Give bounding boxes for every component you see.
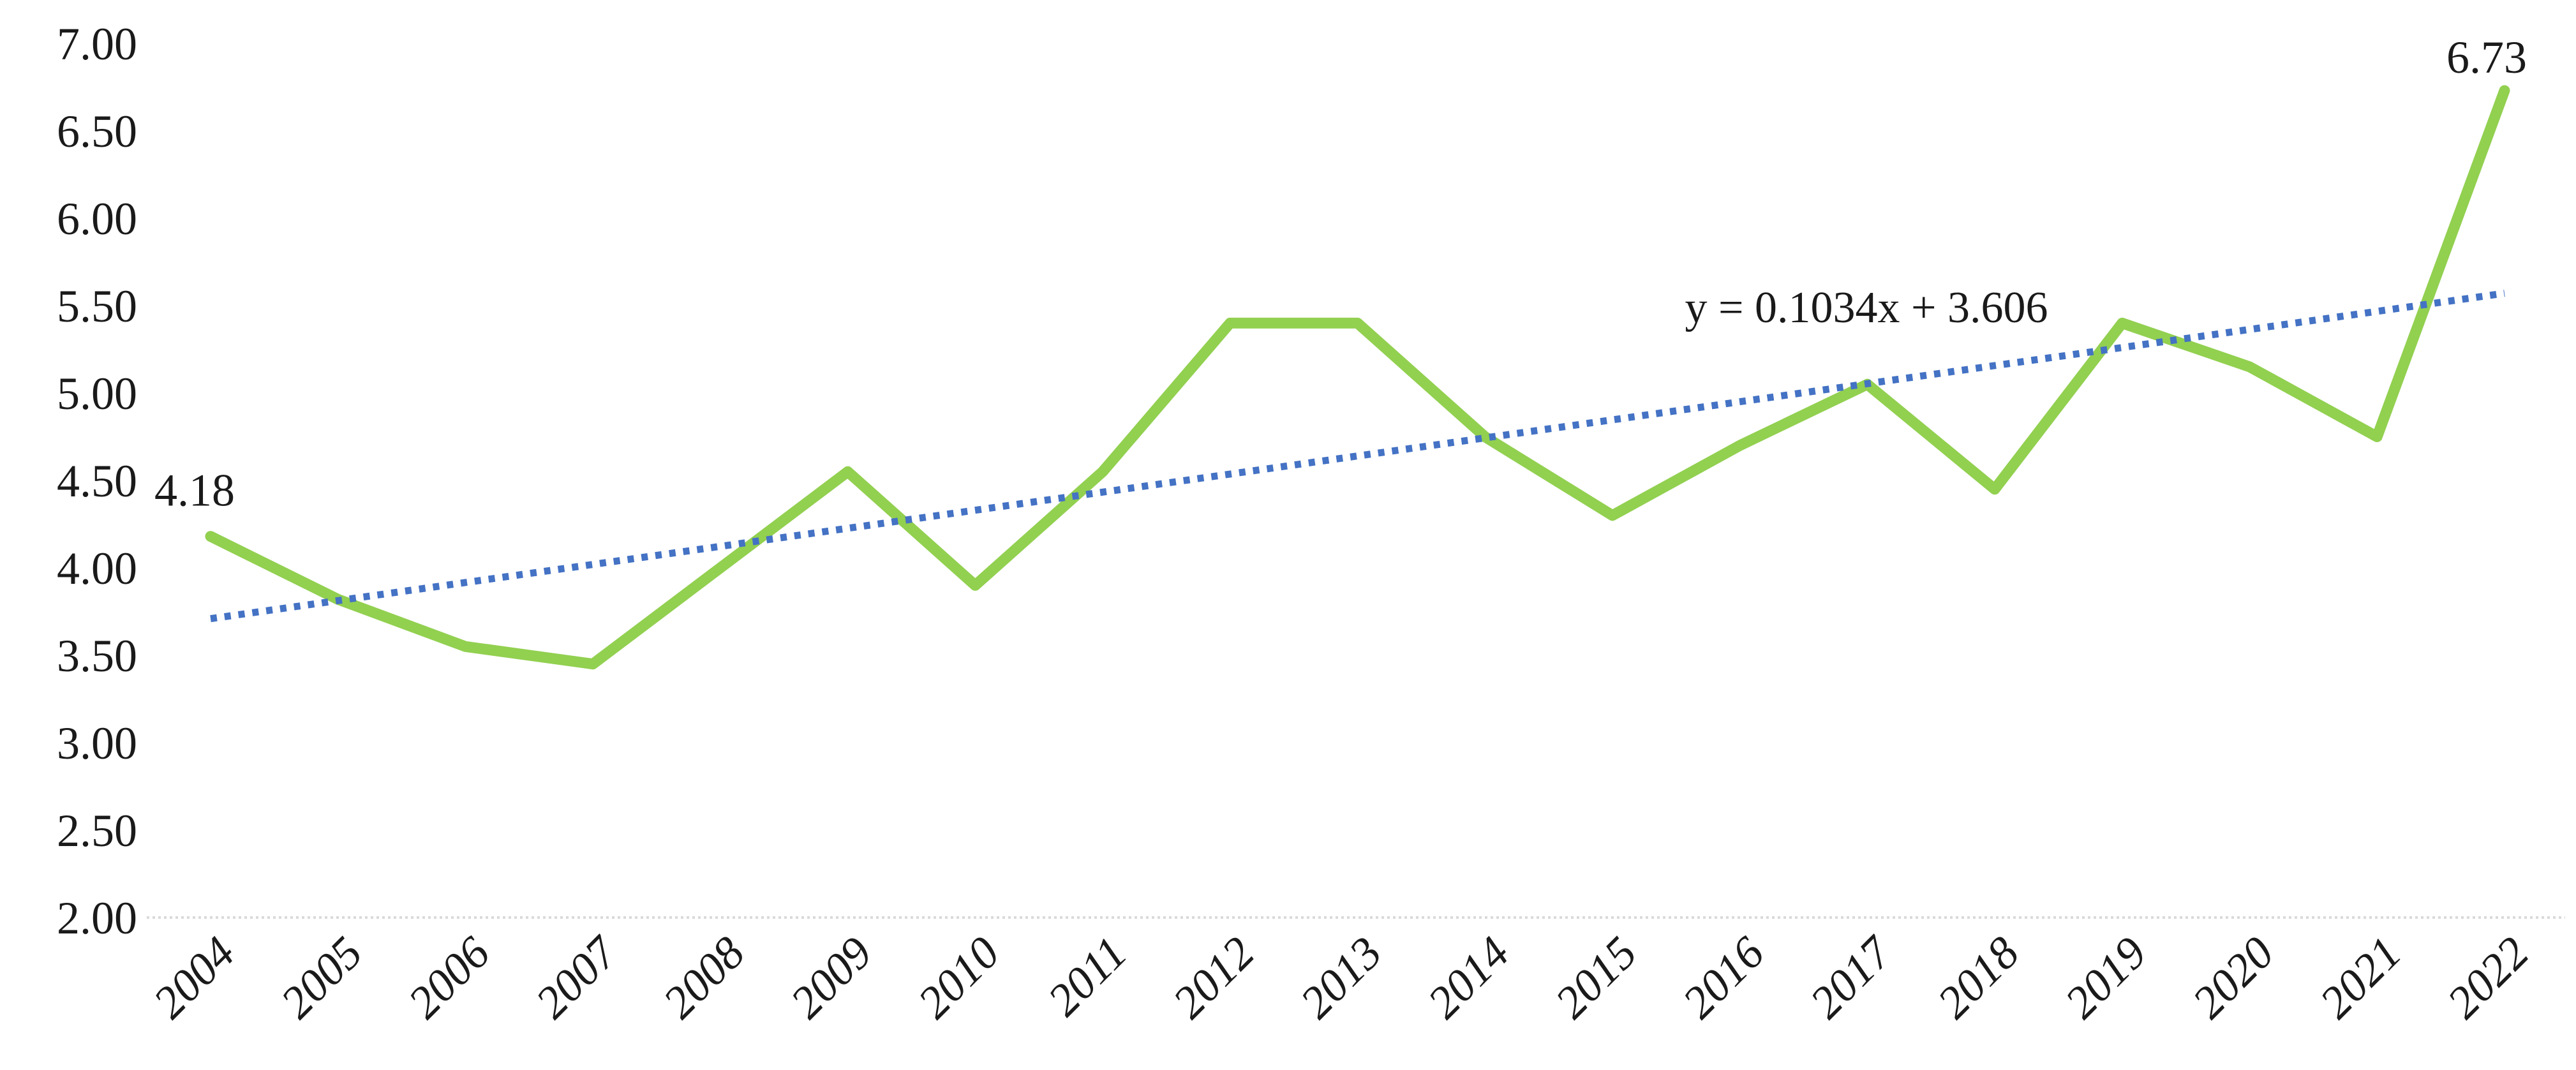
x-axis-year-label: 2022 [2438, 927, 2538, 1028]
y-axis-tick-label: 3.50 [57, 630, 137, 681]
x-axis-year-label: 2009 [781, 927, 882, 1028]
y-axis-tick-label: 4.50 [57, 456, 137, 507]
x-axis-year-label: 2008 [653, 927, 754, 1028]
y-axis-tick-label: 4.00 [57, 543, 137, 594]
x-axis-year-label: 2021 [2310, 927, 2411, 1028]
y-axis-tick-label: 2.00 [57, 893, 137, 944]
trendline [210, 290, 2505, 623]
data-label-first: 4.18 [154, 465, 235, 516]
x-axis-year-label: 2005 [271, 927, 372, 1028]
x-axis-year-label: 2004 [144, 927, 244, 1028]
x-axis-year-label: 2018 [1928, 927, 2029, 1028]
y-axis-tick-label: 6.00 [57, 193, 137, 244]
y-axis-tick-label: 5.50 [57, 281, 137, 332]
data-line [205, 85, 2510, 670]
y-axis-tick-label: 2.50 [57, 805, 137, 856]
x-axis-year-label: 2020 [2182, 927, 2283, 1028]
x-axis-year-label: 2011 [1038, 927, 1137, 1026]
trendline-equation: y = 0.1034x + 3.606 [1685, 283, 2048, 332]
x-axis-year-label: 2007 [526, 926, 629, 1029]
x-axis-year-label: 2017 [1800, 926, 1903, 1029]
y-axis-tick-label: 7.00 [57, 19, 137, 70]
y-axis-tick-label: 6.50 [57, 106, 137, 157]
y-axis-tick-label: 5.00 [57, 368, 137, 419]
x-axis-year-label: 2014 [1418, 927, 1519, 1028]
data-label-last: 6.73 [2446, 32, 2527, 83]
x-axis-year-label: 2012 [1163, 927, 1264, 1028]
y-axis-tick-label: 3.00 [57, 718, 137, 769]
x-axis-year-label: 2019 [2055, 927, 2156, 1028]
x-axis-year-label: 2013 [1290, 927, 1391, 1028]
x-axis-year-label: 2010 [908, 927, 1009, 1028]
x-axis-year-label: 2015 [1545, 927, 1646, 1028]
x-axis-year-label: 2006 [398, 927, 499, 1028]
x-axis-year-label: 2016 [1673, 927, 1774, 1028]
